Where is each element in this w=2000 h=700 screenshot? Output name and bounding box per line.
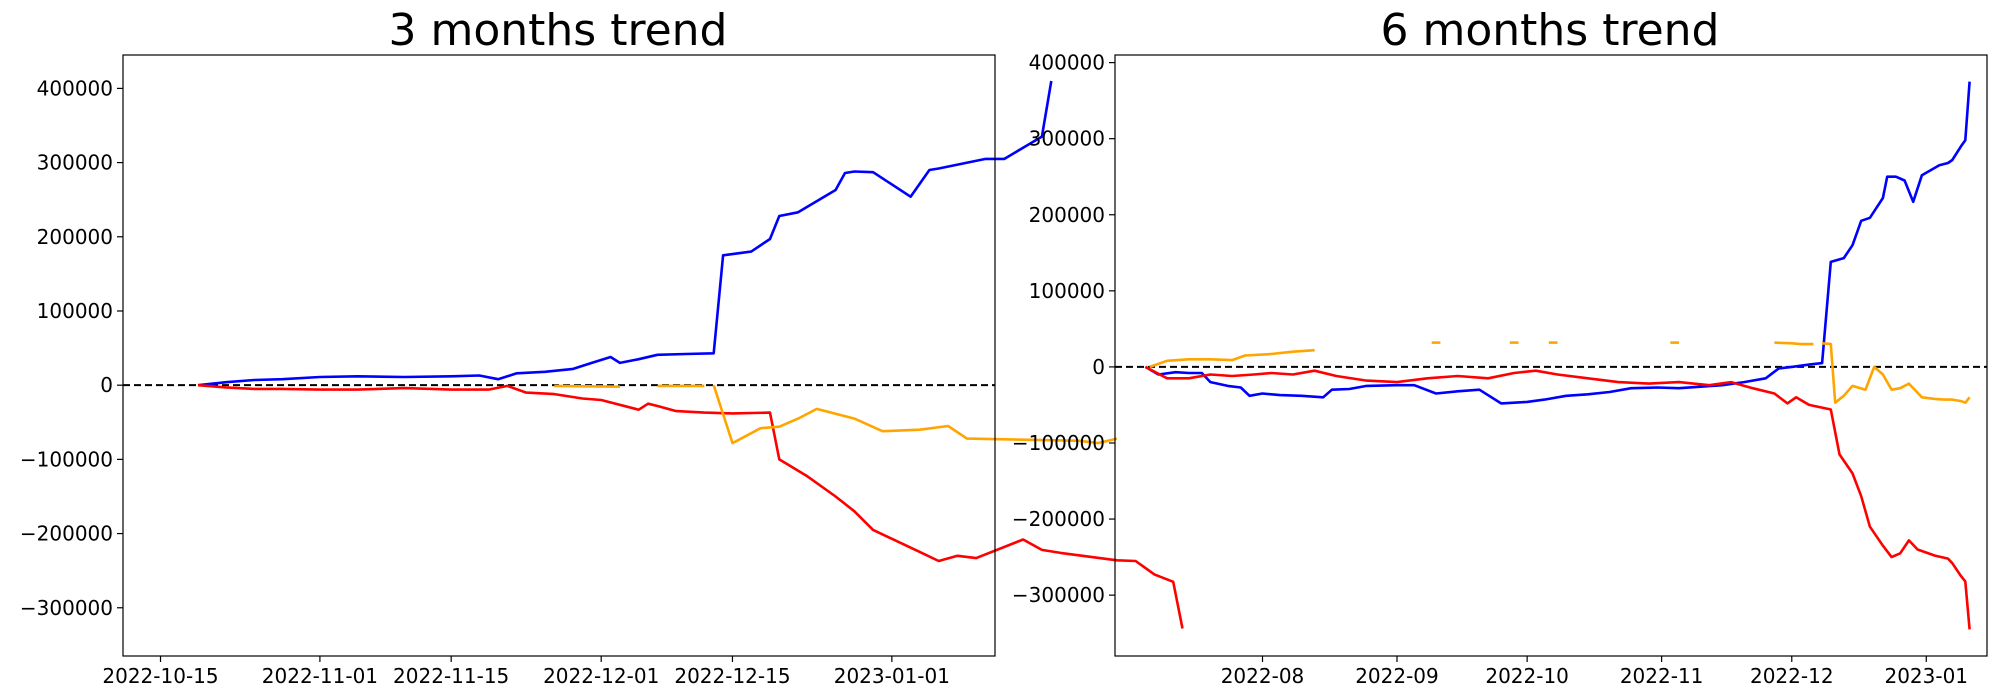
x-tick-label: 2022-09 [1355,664,1439,688]
plot-lines [123,80,1184,629]
series-line-orange [1149,348,1315,369]
x-tick-label: 2022-12-15 [674,664,790,688]
x-tick-label: 2022-10-15 [102,664,218,688]
series-line-red [197,383,1184,629]
y-axis: −300000 −200000 −100000 0 100000 200000 300000… [1012,51,1115,607]
y-tick-label: 200000 [1029,203,1105,227]
y-tick-label: −300000 [20,596,113,620]
y-tick-label: −100000 [20,447,113,471]
y-axis: −300000 −200000 −100000 0 100000 200000 300000… [20,76,123,620]
y-tick-label: 300000 [37,151,113,175]
x-tick-label: 2022-12 [1750,664,1834,688]
x-axis: 2022-10-15 2022-11-01 2022-11-15 2022-12-01… [102,656,950,688]
y-tick-label: −200000 [20,522,113,546]
x-axis: 2022-08 2022-09 2022-10 2022-11 2022-12 2023-… [1221,656,1968,688]
y-tick-label: −200000 [1012,507,1105,531]
y-tick-label: 0 [1092,355,1105,379]
chart-6-months: 6 months trend 2022-08 2022-09 2022-10 2022… [1012,5,1988,688]
x-tick-label: 2022-11-01 [262,664,378,688]
series-line-orange [1774,341,1814,346]
x-tick-label: 2022-11-15 [393,664,509,688]
x-tick-label: 2023-01-01 [834,664,950,688]
y-tick-label: 400000 [1029,51,1105,75]
plot-lines [1115,81,1987,630]
y-tick-label: 100000 [1029,279,1105,303]
plot-frame [122,54,996,657]
y-tick-label: 100000 [37,299,113,323]
y-tick-label: 300000 [1029,127,1105,151]
x-tick-label: 2023-01 [1884,664,1968,688]
series-line-red [1144,365,1971,630]
chart-3-months: 3 months trend 2022-10-15 2022-11-01 2022-… [20,5,1184,688]
series-line-orange [554,384,620,388]
plot-frame [1114,54,1988,657]
y-tick-label: 200000 [37,225,113,249]
y-tick-label: −300000 [1012,583,1105,607]
x-tick-label: 2022-11 [1620,664,1704,688]
chart-title: 6 months trend [1381,5,1720,56]
series-line-orange [712,384,1118,445]
y-tick-label: 400000 [37,76,113,100]
series-line-blue [1144,81,1971,405]
y-tick-label: 0 [100,373,113,397]
series-line-blue [197,80,1053,387]
chart-title: 3 months trend [389,5,728,56]
y-tick-label: −100000 [1012,431,1105,455]
x-tick-label: 2022-10 [1485,664,1569,688]
x-tick-label: 2022-08 [1221,664,1305,688]
series-line-orange [1821,342,1971,405]
x-tick-label: 2022-12-01 [543,664,659,688]
